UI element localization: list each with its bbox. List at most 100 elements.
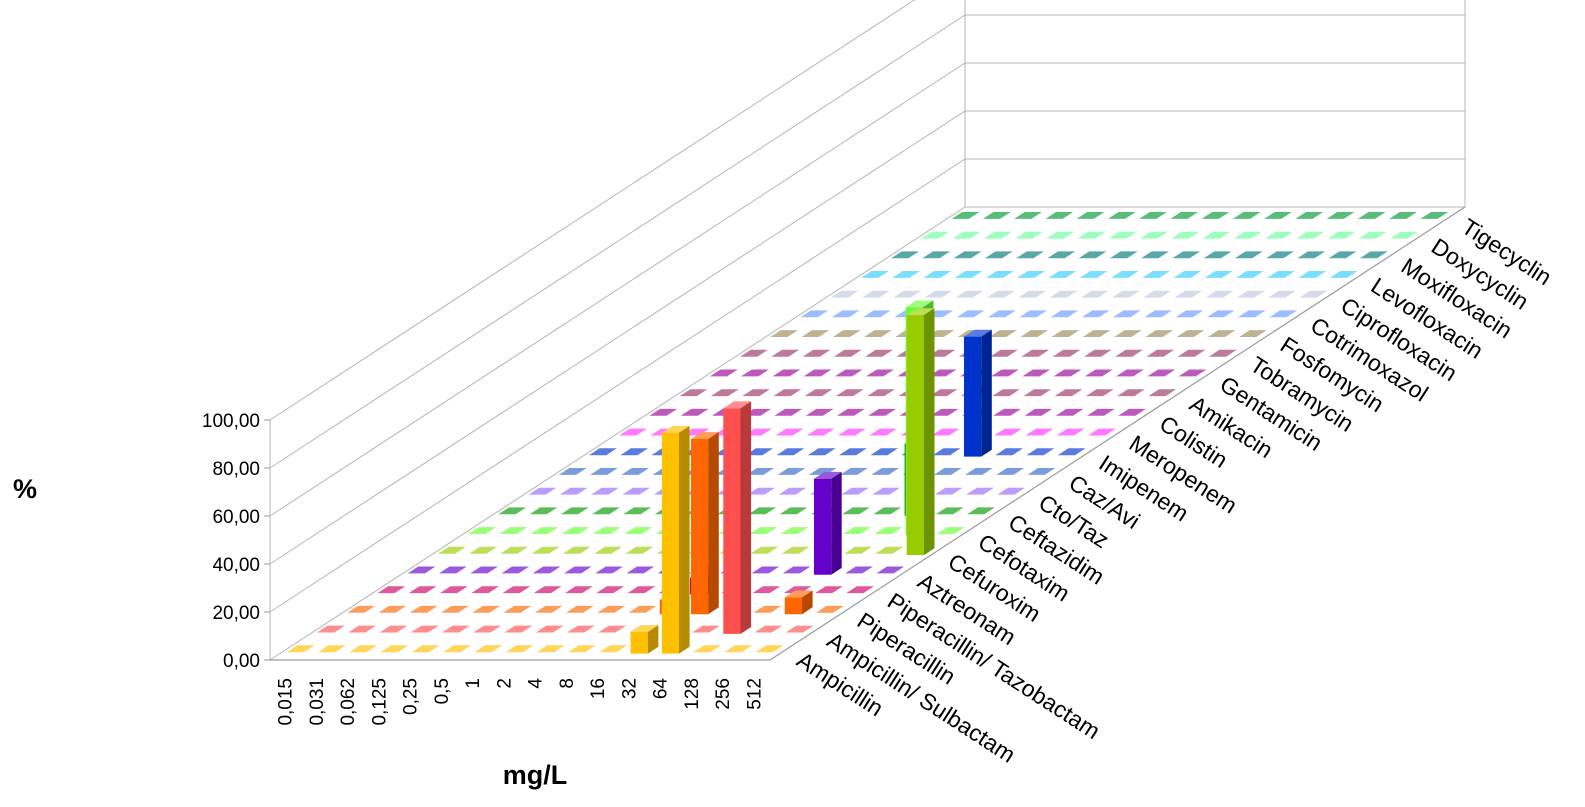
bar (776, 448, 805, 456)
bar (1046, 231, 1075, 239)
bar (1055, 408, 1084, 416)
bar (772, 369, 801, 377)
bar (680, 408, 709, 416)
bar (921, 231, 950, 239)
bar (749, 527, 778, 534)
bar (710, 389, 739, 397)
bar (893, 290, 921, 298)
bar (832, 330, 861, 337)
bar (746, 468, 775, 475)
bar (559, 487, 588, 495)
bar (1085, 389, 1114, 397)
bar (1049, 290, 1078, 298)
bar (443, 645, 471, 653)
bar (1022, 369, 1051, 377)
bar (994, 428, 1022, 436)
bar (1082, 330, 1111, 337)
bar (622, 487, 651, 495)
x-tick-label: 0,25 (401, 678, 422, 715)
bar (411, 645, 440, 653)
bar (472, 605, 501, 613)
bar (619, 428, 647, 436)
bar (498, 507, 527, 515)
bar (801, 330, 830, 337)
bar (558, 468, 587, 475)
bar (661, 425, 690, 654)
bar (1023, 389, 1052, 397)
bar (1014, 212, 1042, 219)
bar (1048, 271, 1077, 278)
bar (955, 290, 984, 298)
bar (1056, 428, 1085, 436)
bar (954, 271, 983, 278)
bar (1078, 251, 1107, 259)
bar (1080, 290, 1109, 298)
bar (814, 471, 842, 575)
bar (1113, 310, 1141, 318)
bar (1057, 448, 1086, 456)
bar (1144, 310, 1173, 318)
x-tick-label: 256 (713, 678, 734, 710)
chart-walls (269, 0, 1466, 661)
bar (807, 448, 836, 456)
bar (991, 369, 1019, 377)
bar (1109, 251, 1138, 259)
bar (741, 369, 769, 377)
bar (709, 369, 738, 377)
bar (934, 487, 963, 495)
bar (1140, 231, 1168, 239)
bar (1176, 330, 1205, 337)
bar (380, 645, 409, 653)
bar (630, 625, 659, 654)
bar (751, 566, 780, 574)
bar (840, 468, 868, 475)
bar (1266, 251, 1294, 259)
bar (528, 487, 557, 495)
bar (627, 586, 656, 594)
bar (567, 625, 595, 633)
bar (838, 428, 866, 436)
gridline (269, 14, 1465, 469)
bar (992, 389, 1020, 397)
bar (597, 605, 626, 613)
bar (752, 586, 781, 594)
bar (782, 566, 811, 574)
bar (1389, 212, 1417, 219)
bar (1208, 349, 1237, 357)
bar (929, 389, 958, 397)
x-axis-ticks: 0,015 0,031 0,062 0,125 0,25 0,5 1 2 4 8 16 32 64 128… (276, 678, 766, 726)
bar (873, 507, 902, 515)
bar (953, 251, 982, 259)
x-tick-label: 2 (494, 678, 515, 689)
bar (872, 487, 901, 495)
x-tick-label: 1 (463, 678, 484, 689)
bar (783, 586, 812, 594)
bar (996, 468, 1025, 475)
bar (1177, 349, 1206, 357)
bar (1020, 330, 1049, 337)
bar (773, 389, 802, 397)
bar (1234, 251, 1263, 259)
chart-bars (286, 212, 1449, 654)
bar (1358, 231, 1387, 239)
bar (1045, 212, 1074, 219)
bar (348, 625, 377, 633)
bar (988, 310, 1016, 318)
bar (1076, 212, 1105, 219)
bar (784, 590, 813, 615)
bar (986, 271, 1014, 278)
bar (624, 527, 653, 534)
bar (1206, 310, 1235, 318)
bar (505, 645, 534, 653)
bar (1171, 231, 1200, 239)
bar (1081, 310, 1110, 318)
bar (1326, 212, 1355, 219)
bar (349, 645, 378, 653)
bar (628, 605, 657, 613)
bar (379, 625, 408, 633)
bar (1265, 231, 1293, 239)
bar (866, 369, 894, 377)
bar (1083, 349, 1112, 357)
bar (590, 468, 618, 475)
bar (875, 546, 904, 554)
